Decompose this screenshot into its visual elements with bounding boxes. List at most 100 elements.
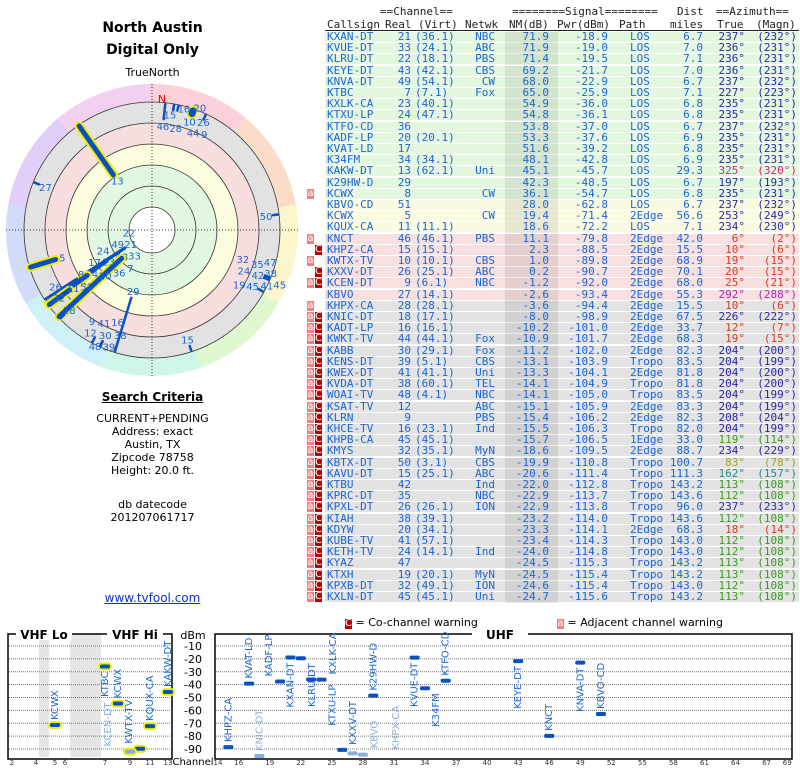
cell-pwr: -92.0: [574, 276, 608, 290]
station-row[interactable]: KDYW 20 (34.1) -23.3 -114.1 2Edge 68.3 18° (14°): [325, 522, 799, 536]
uhf-channel-tick: 61: [700, 759, 709, 767]
station-row[interactable]: KVAT-LD 17 51.6 -39.2 LOS 6.8 235° (231°): [325, 142, 799, 155]
station-marker-label: KVUE-DT: [410, 662, 421, 707]
station-row[interactable]: KQUX-CA 11 (11.1) 18.6 -72.2 LOS 7.1 234° (230°): [325, 220, 799, 234]
station-row[interactable]: KCEN-DT 9 (6.1) NBC -1.2 -92.0 2Edge 68.0 25° (21…: [325, 276, 799, 290]
station-row[interactable]: KXLN-DT 45 (45.1) Uni -24.7 -115.6 Tropo 143.2 1…: [325, 590, 799, 603]
station-row[interactable]: KPXB-DT 32 (49.1) ION -24.6 -115.4 Tropo 143.0 1…: [325, 579, 799, 592]
station-row[interactable]: WOAI-TV 48 (4.1) NBC -14.1 -105.0 Tropo 83.5 204…: [325, 389, 799, 402]
tvfool-link[interactable]: www.tvfool.com: [104, 591, 201, 605]
station-marker-label: KEYE-DT: [513, 665, 524, 709]
station-row[interactable]: KNVA-DT 49 (54.1) CW 68.0 -22.9 LOS 6.7 237° (232…: [325, 74, 799, 88]
station-row[interactable]: KYAZ 47 -24.5 -115.3 Tropo 143.2 113° (108°): [325, 557, 799, 570]
cell-az: 12°: [725, 321, 745, 335]
cell-az: 237°: [718, 74, 746, 88]
station-row[interactable]: KLRN 9 PBS -15.4 -106.2 2Edge 82.3 208° (204°): [325, 410, 799, 424]
station-row[interactable]: KNCT 46 (46.1) PBS 11.1 -79.8 2Edge 42.0 6° (2°): [325, 232, 799, 245]
cell-pwr: -36.1: [574, 108, 608, 122]
station-row[interactable]: KEYE-DT 43 (42.1) CBS 69.2 -21.7 LOS 7.0 236° (23…: [325, 63, 799, 77]
station-row[interactable]: KADT-LP 16 (16.1) -10.2 -101.0 2Edge 33.7 12° (7…: [325, 321, 799, 335]
nm-column-shade: [505, 144, 558, 155]
station-row[interactable]: KBVO 27 (14.1) -2.6 -93.4 2Edge 55.3 292° (288°): [325, 288, 799, 301]
station-row[interactable]: KAVU-DT 15 (25.1) ABC -20.6 -111.4 Tropo 111.3 1…: [325, 466, 799, 480]
station-row[interactable]: KCWX 8 CW 36.1 -54.7 LOS 6.8 235° (231°): [325, 186, 799, 200]
station-row[interactable]: KHPX-CA 28 (28.1) -3.6 -94.4 2Edge 15.5 10° (6°): [325, 299, 799, 312]
cell-path: LOS: [630, 220, 650, 234]
north-marker: N: [158, 93, 166, 106]
station-row[interactable]: KIAH 38 (39.1) -23.2 -114.0 Tropo 143.6 112° (10…: [325, 512, 799, 525]
station-row[interactable]: K29HW-D 29 42.3 -48.5 LOS 6.7 197° (193°): [325, 176, 799, 189]
nm-column-shade: [505, 491, 558, 503]
cell-nm: 71.9: [522, 30, 550, 43]
station-row[interactable]: KLRU-DT 22 (18.1) PBS 71.4 -19.5 LOS 7.1 236° (23…: [325, 53, 799, 66]
station-power-marker: [357, 752, 368, 757]
cell-path: LOS: [630, 142, 650, 155]
station-marker-label: KBVO-CD: [596, 662, 607, 709]
cell-pwr: -106.2: [568, 410, 608, 424]
cell-mag: (230°): [757, 220, 797, 234]
station-row[interactable]: KAKW-DT 13 (62.1) Uni 45.1 -45.7 LOS 29.3 325° (3…: [325, 164, 799, 178]
station-bearing-line: [202, 113, 207, 121]
station-row[interactable]: KHCE-TV 16 (23.1) Ind -15.5 -106.3 Tropo 82.0 20…: [325, 423, 799, 435]
bearing-channel-label: 50: [260, 212, 273, 223]
station-row[interactable]: KETH-TV 24 (14.1) Ind -24.0 -114.8 Tropo 143.0 1…: [325, 546, 799, 559]
station-row[interactable]: KPRC-DT 35 NBC -22.9 -113.7 Tropo 143.6 112° (10…: [325, 490, 799, 503]
station-row[interactable]: KADF-LP 20 (20.1) 53.3 -37.6 LOS 6.9 235° (231°): [325, 130, 799, 144]
cell-call: KLRN: [327, 410, 354, 424]
station-row[interactable]: KMYS 32 (35.1) MyN -18.6 -109.5 2Edge 88.7 234° (…: [325, 445, 799, 458]
cell-ch: 36: [397, 119, 411, 133]
station-row[interactable]: KXLK-CA 23 (40.1) 54.9 -36.0 LOS 6.8 235° (231°): [325, 98, 799, 111]
station-row[interactable]: KTFO-CD 36 53.8 -37.0 LOS 6.7 237° (232°): [325, 119, 799, 133]
co-channel-warning-icon: C: [315, 490, 322, 502]
station-row[interactable]: KWEX-DT 41 (41.1) Uni -13.3 -104.1 2Edge 81.8 20…: [325, 367, 799, 379]
station-row[interactable]: KTXH 19 (20.1) MyN -24.5 -115.4 Tropo 143.2 113°…: [325, 567, 799, 581]
cell-virt: (5.1): [415, 354, 449, 368]
station-row[interactable]: KTXU-LP 24 (47.1) 54.8 -36.1 LOS 6.8 235° (231°): [325, 108, 799, 122]
station-row[interactable]: KPXL-DT 26 (26.1) ION -22.9 -113.8 Tropo 96.0 23…: [325, 501, 799, 514]
cell-dist: 6.8: [683, 186, 703, 200]
nm-column-shade: [505, 412, 558, 424]
station-row[interactable]: KSAT-TV 12 ABC -15.1 -105.9 2Edge 83.3 204° (199…: [325, 400, 799, 413]
station-row[interactable]: KXXV-DT 26 (25.1) ABC 0.2 -90.7 2Edge 70.1 20° (1…: [325, 266, 799, 279]
col-path: Path: [619, 18, 646, 31]
station-row[interactable]: KTBU 42 Ind -22.0 -112.8 Tropo 143.2 113° (108°): [325, 478, 799, 491]
station-row[interactable]: KHPZ-CA 15 (15.1) 2.3 -88.5 2Edge 15.5 10° (6°): [325, 242, 799, 256]
station-row[interactable]: KUBE-TV 41 (57.1) -23.4 -114.3 Tropo 143.0 112°…: [325, 535, 799, 547]
cell-mag: (320°): [757, 164, 797, 178]
cell-pwr: -112.8: [568, 478, 608, 491]
cell-ch: 18: [397, 310, 411, 323]
cell-pwr: -37.6: [574, 130, 608, 144]
cell-pwr: -103.9: [568, 354, 608, 368]
station-row[interactable]: KVUE-DT 33 (24.1) ABC 71.9 -19.0 LOS 7.0 236° (23…: [325, 42, 799, 55]
cell-dist: 143.2: [669, 567, 703, 581]
cell-nm: -14.1: [515, 377, 549, 391]
station-row[interactable]: KBVO-CD 51 28.0 -62.8 LOS 6.7 237° (232°): [325, 199, 799, 211]
station-row[interactable]: KCWX 5 CW 19.4 -71.4 2Edge 56.6 253° (249°): [325, 210, 799, 223]
station-marker-label: KQUX-CA: [145, 675, 156, 721]
cell-az: 18°: [725, 522, 745, 536]
bearing-channel-label: 15: [181, 335, 194, 346]
station-row[interactable]: KTBC 7 (7.1) Fox 65.0 -25.9 LOS 7.1 227° (223°): [325, 87, 799, 99]
station-row[interactable]: KWTX-TV 10 (10.1) CBS 1.0 -89.8 2Edge 68.9 19° (1…: [325, 255, 799, 267]
nm-column-shade: [505, 513, 558, 525]
station-row[interactable]: KVDA-DT 38 (60.1) TEL -14.1 -104.9 Tropo 81.8 20…: [325, 377, 799, 391]
cell-ch: 15: [397, 242, 411, 256]
station-row[interactable]: KABB 30 (29.1) Fox -11.2 -102.0 2Edge 82.3 204° (…: [325, 344, 799, 357]
station-row[interactable]: KBTX-DT 50 (3.1) CBS -19.9 -110.8 Tropo 100.7 83…: [325, 456, 799, 469]
station-row[interactable]: KWKT-TV 44 (44.1) Fox -10.9 -101.7 2Edge 68.3 19…: [325, 333, 799, 346]
station-row[interactable]: KNIC-DT 18 (17.1) -8.0 -98.9 2Edge 67.5 226° (22…: [325, 310, 799, 323]
uhf-channel-tick: 52: [607, 759, 616, 767]
adjacent-warning-icon: a: [307, 479, 314, 490]
cell-nm: -24.7: [515, 590, 549, 603]
bearing-channel-label: 20: [99, 271, 112, 282]
station-row[interactable]: KENS-DT 39 (5.1) CBS -13.1 -103.9 Tropo 83.5 204…: [325, 354, 799, 368]
co-channel-warning-icon: C: [315, 322, 322, 334]
station-row[interactable]: KXAN-DT 21 (36.1) NBC 71.9 -18.9 LOS 6.7 237° (23…: [325, 30, 799, 43]
station-power-marker: [440, 678, 451, 683]
cell-ch: 15: [397, 466, 411, 480]
cell-net: TEL: [475, 377, 495, 391]
station-row[interactable]: K34FM 34 (34.1) 48.1 -42.8 LOS 6.9 235° (231°): [325, 154, 799, 167]
cell-az: 236°: [718, 63, 746, 77]
cell-pwr: -114.1: [568, 522, 608, 536]
station-row[interactable]: KHPB-CA 45 (45.1) -15.7 -106.5 1Edge 33.0 119° (…: [325, 434, 799, 447]
